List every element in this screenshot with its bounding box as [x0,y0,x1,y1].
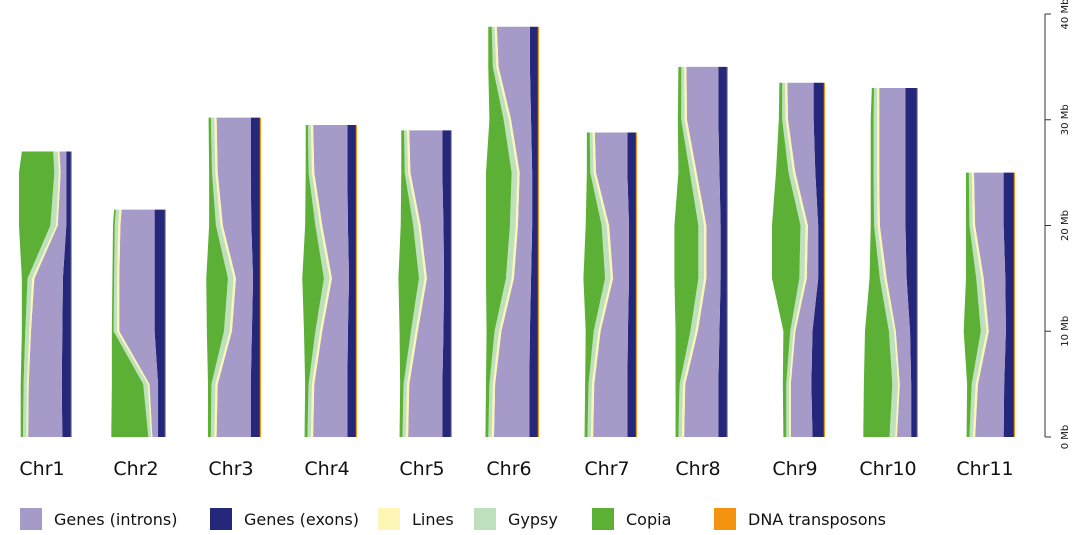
area-segment [635,132,637,437]
area-segment [593,132,630,437]
area-segment [583,132,606,437]
area-segment [491,26,520,437]
chromosome-label: Chr5 [399,458,444,480]
area-segment [718,66,727,437]
legend-swatch [20,508,42,530]
area-segment [405,130,427,437]
area-segment [627,132,636,437]
area-segment [61,151,71,437]
y-tick-label: 0 Mb [1060,425,1071,450]
y-tick-label: 30 Mb [1060,104,1071,135]
area-segment [537,26,539,437]
chromosome-label: Chr11 [956,458,1013,480]
area-segment [402,130,425,437]
chromosome-label: Chr6 [486,458,531,480]
area-segment [259,117,261,437]
area-segment [164,209,166,437]
area-segment [529,26,538,437]
area-segment [250,117,260,437]
area-segment [905,88,917,438]
chromosome-label: Chr3 [208,458,253,480]
area-segment [1013,172,1015,437]
area-segment [485,26,512,437]
area-segment [119,209,159,437]
y-tick-label: 10 Mb [1060,316,1071,347]
area-segment [811,82,824,438]
area-segment [398,130,419,437]
area-segment [111,209,149,437]
area-segment [787,82,819,438]
area-segment [408,130,445,437]
area-segment [450,130,452,437]
area-segment [873,88,899,438]
area-segment [442,130,451,437]
area-segment [70,151,72,437]
chromosome-label: Chr2 [113,458,158,480]
area-segment [310,125,332,437]
legend-label: Genes (introns) [54,510,177,529]
area-segment [347,125,356,437]
area-segment [488,26,518,437]
area-segment [22,151,59,437]
area-segment [863,88,893,438]
area-segment [214,117,236,437]
area-segment [684,66,721,437]
area-segment [968,172,987,437]
area-segment [916,88,918,438]
legend-swatch [378,508,400,530]
area-segment [113,209,152,437]
area-segment [590,132,614,437]
area-segment [726,66,728,437]
chromosome-label: Chr1 [19,458,64,480]
area-segment [879,88,912,438]
area-segment [493,26,533,437]
area-segment [785,82,808,438]
legend-label: DNA transposons [748,510,886,529]
area-segment [771,82,801,438]
area-segment [971,172,989,437]
legend-swatch [592,508,614,530]
area-segment [973,172,1006,437]
area-segment [681,66,707,437]
y-tick-label: 20 Mb [1060,210,1071,241]
area-segment [302,125,324,437]
chromosome-label: Chr10 [859,458,916,480]
area-segment [313,125,350,437]
legend-swatch [210,508,232,530]
area-segment [678,66,705,437]
legend-swatch [474,508,496,530]
chromosome-label: Chr8 [675,458,720,480]
area-segment [18,151,55,437]
chromosome-label: Chr4 [304,458,349,480]
area-segment [587,132,611,437]
area-segment [154,209,165,437]
area-segment [28,151,67,437]
legend-swatch [714,508,736,530]
area-segment [876,88,900,438]
area-segment [1003,172,1014,437]
legend-label: Gypsy [508,510,558,529]
chromosome-label: Chr7 [584,458,629,480]
area-segment [674,66,699,437]
area-segment [307,125,330,437]
legend-label: Genes (exons) [244,510,359,529]
area-segment [963,172,981,437]
area-segment [823,82,825,438]
area-segment [210,117,234,437]
area-segment [782,82,806,438]
area-segment [26,151,61,437]
area-segment [355,125,357,437]
legend-label: Lines [412,510,454,529]
area-segment [206,117,228,437]
area-segment [216,117,254,437]
chromosome-label: Chr9 [772,458,817,480]
legend-label: Copia [626,510,671,529]
y-tick-label: 40 Mb [1060,0,1071,29]
